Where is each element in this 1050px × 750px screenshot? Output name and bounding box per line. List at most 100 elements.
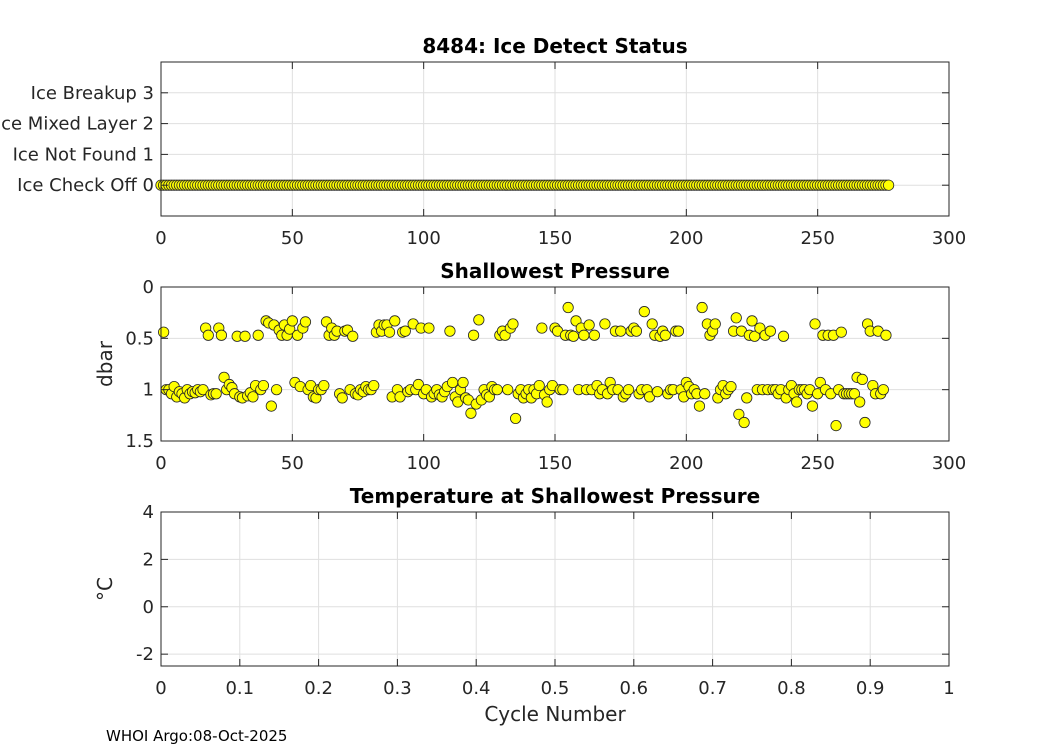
pressure-data-point [541,396,553,408]
temperature-y-axis-label: °C [93,577,117,601]
pressure-x-tick-label: 100 [406,453,440,474]
pressure-data-point [239,330,251,342]
pressure-data-point [859,416,871,429]
pressure-data-point [502,384,514,396]
temperature-y-tick-label: -2 [136,644,154,665]
pressure-x-tick-label: 150 [538,453,572,474]
ice-status-data-point [882,179,895,191]
temperature-x-tick-label: 0.1 [225,678,254,699]
pressure-data-point [877,384,889,396]
ice-status-x-tick-label: 300 [932,228,966,249]
pressure-data-point [643,391,656,403]
pressure-data-point [533,379,545,392]
pressure-data-point [733,408,745,420]
pressure-data-point [777,330,790,342]
temperature-y-tick-label: 0 [143,597,154,618]
pressure-data-point [741,392,753,404]
pressure-data-point [197,384,209,396]
pressure-x-tick-label: 50 [281,453,304,474]
pressure-data-point [318,379,330,392]
pressure-data-point [809,318,821,330]
pressure-data-point [257,379,270,392]
pressure-data-point [699,388,711,400]
pressure-data-point [507,318,519,330]
pressure-x-tick-label: 200 [669,453,703,474]
pressure-data-point [646,318,658,330]
pressure-x-tick-label: 0 [155,453,166,474]
pressure-data-point [651,386,664,398]
temperature-x-axis-label: Cycle Number [484,702,626,726]
pressure-data-point [725,380,737,393]
pressure-data-point [509,412,522,425]
temperature-x-tick-label: 1 [943,678,954,699]
ice-status-chart-title: 8484: Ice Detect Status [422,34,687,58]
pressure-data-point [830,419,842,432]
temperature-x-tick-label: 0.9 [856,678,885,699]
pressure-data-point [347,330,359,342]
ice-status-y-tick-label: Ice Not Found 1 [13,144,154,165]
ice-status-x-tick-label: 150 [538,228,572,249]
pressure-data-point [210,388,222,400]
pressure-data-point [247,391,259,403]
pressure-data-point [467,329,480,341]
pressure-data-point [457,376,469,389]
footer-label: WHOI Argo:08-Oct-2025 [106,727,287,745]
ice-status-axes: 0 50 100 150 200 250 300 Ice Check Off 0 Ice Not… [0,34,966,249]
pressure-data-point [423,322,435,334]
ice-status-y-tick-label: Ice Breakup 3 [31,83,154,104]
pressure-data-point [368,379,380,392]
pressure-y-tick-label: 1 [143,380,154,401]
ice-status-y-tick-label: Ice Mixed Layer 2 [0,114,154,135]
pressure-data-point [622,384,635,396]
temperature-x-tick-label: 0.8 [777,678,806,699]
pressure-data-point [270,384,283,396]
pressure-data-point [383,326,396,338]
pressure-data-point [394,391,406,403]
pressure-data-point [791,396,803,408]
pressure-data-point [265,400,277,412]
pressure-data-point [730,312,742,324]
pressure-data-point [536,322,548,334]
pressure-data-point [286,315,298,327]
ice-status-x-tick-label: 100 [406,228,440,249]
pressure-data-point [473,314,485,326]
pressure-data-point [583,319,595,331]
pressure-data-point [746,315,758,327]
pressure-data-point [557,384,569,396]
pressure-data-point [615,325,627,337]
temperature-x-tick-label: 0.7 [698,678,727,699]
pressure-data-point [659,329,671,341]
pressure-y-tick-label: 0.5 [125,328,154,349]
pressure-data-point [709,318,721,330]
pressure-data-point [835,326,847,338]
temperature-x-tick-label: 0.2 [304,678,333,699]
pressure-data-point [696,301,708,314]
pressure-data-point [336,392,348,404]
pressure-data-point [252,329,264,341]
pressure-data-point [738,416,750,429]
temperature-x-tick-label: 0.3 [383,678,412,699]
temperature-x-tick-label: 0.5 [541,678,570,699]
pressure-data-point [491,384,503,396]
pressure-y-tick-label: 1.5 [125,431,154,452]
pressure-data-point [465,407,477,419]
pressure-y-axis-label: dbar [93,340,117,387]
pressure-data-point [215,329,228,341]
pressure-data-point [299,316,312,328]
pressure-x-tick-label: 300 [932,453,966,474]
pressure-data-point [806,400,819,412]
temperature-axes: 0 0.1 0.2 0.3 0.4 0.5 0.6 0.7 0.8 0.9 1-2024Temper… [93,484,955,726]
pressure-data-point [599,318,611,330]
pressure-data-point [588,329,601,341]
pressure-y-tick-label: 0 [143,277,154,298]
ice-status-x-tick-label: 250 [800,228,834,249]
pressure-data-point [630,325,643,337]
pressure-data-point [880,329,892,341]
pressure-data-point [764,325,776,337]
shallowest-pressure-axes: 0 50 100 150 200 250 300 0 0.5 1 1.5 Shallowest Pre… [93,259,966,474]
pressure-data-point [444,325,456,337]
pressure-data-point [567,330,579,342]
pressure-data-point [202,329,214,341]
pressure-data-point [578,329,590,341]
